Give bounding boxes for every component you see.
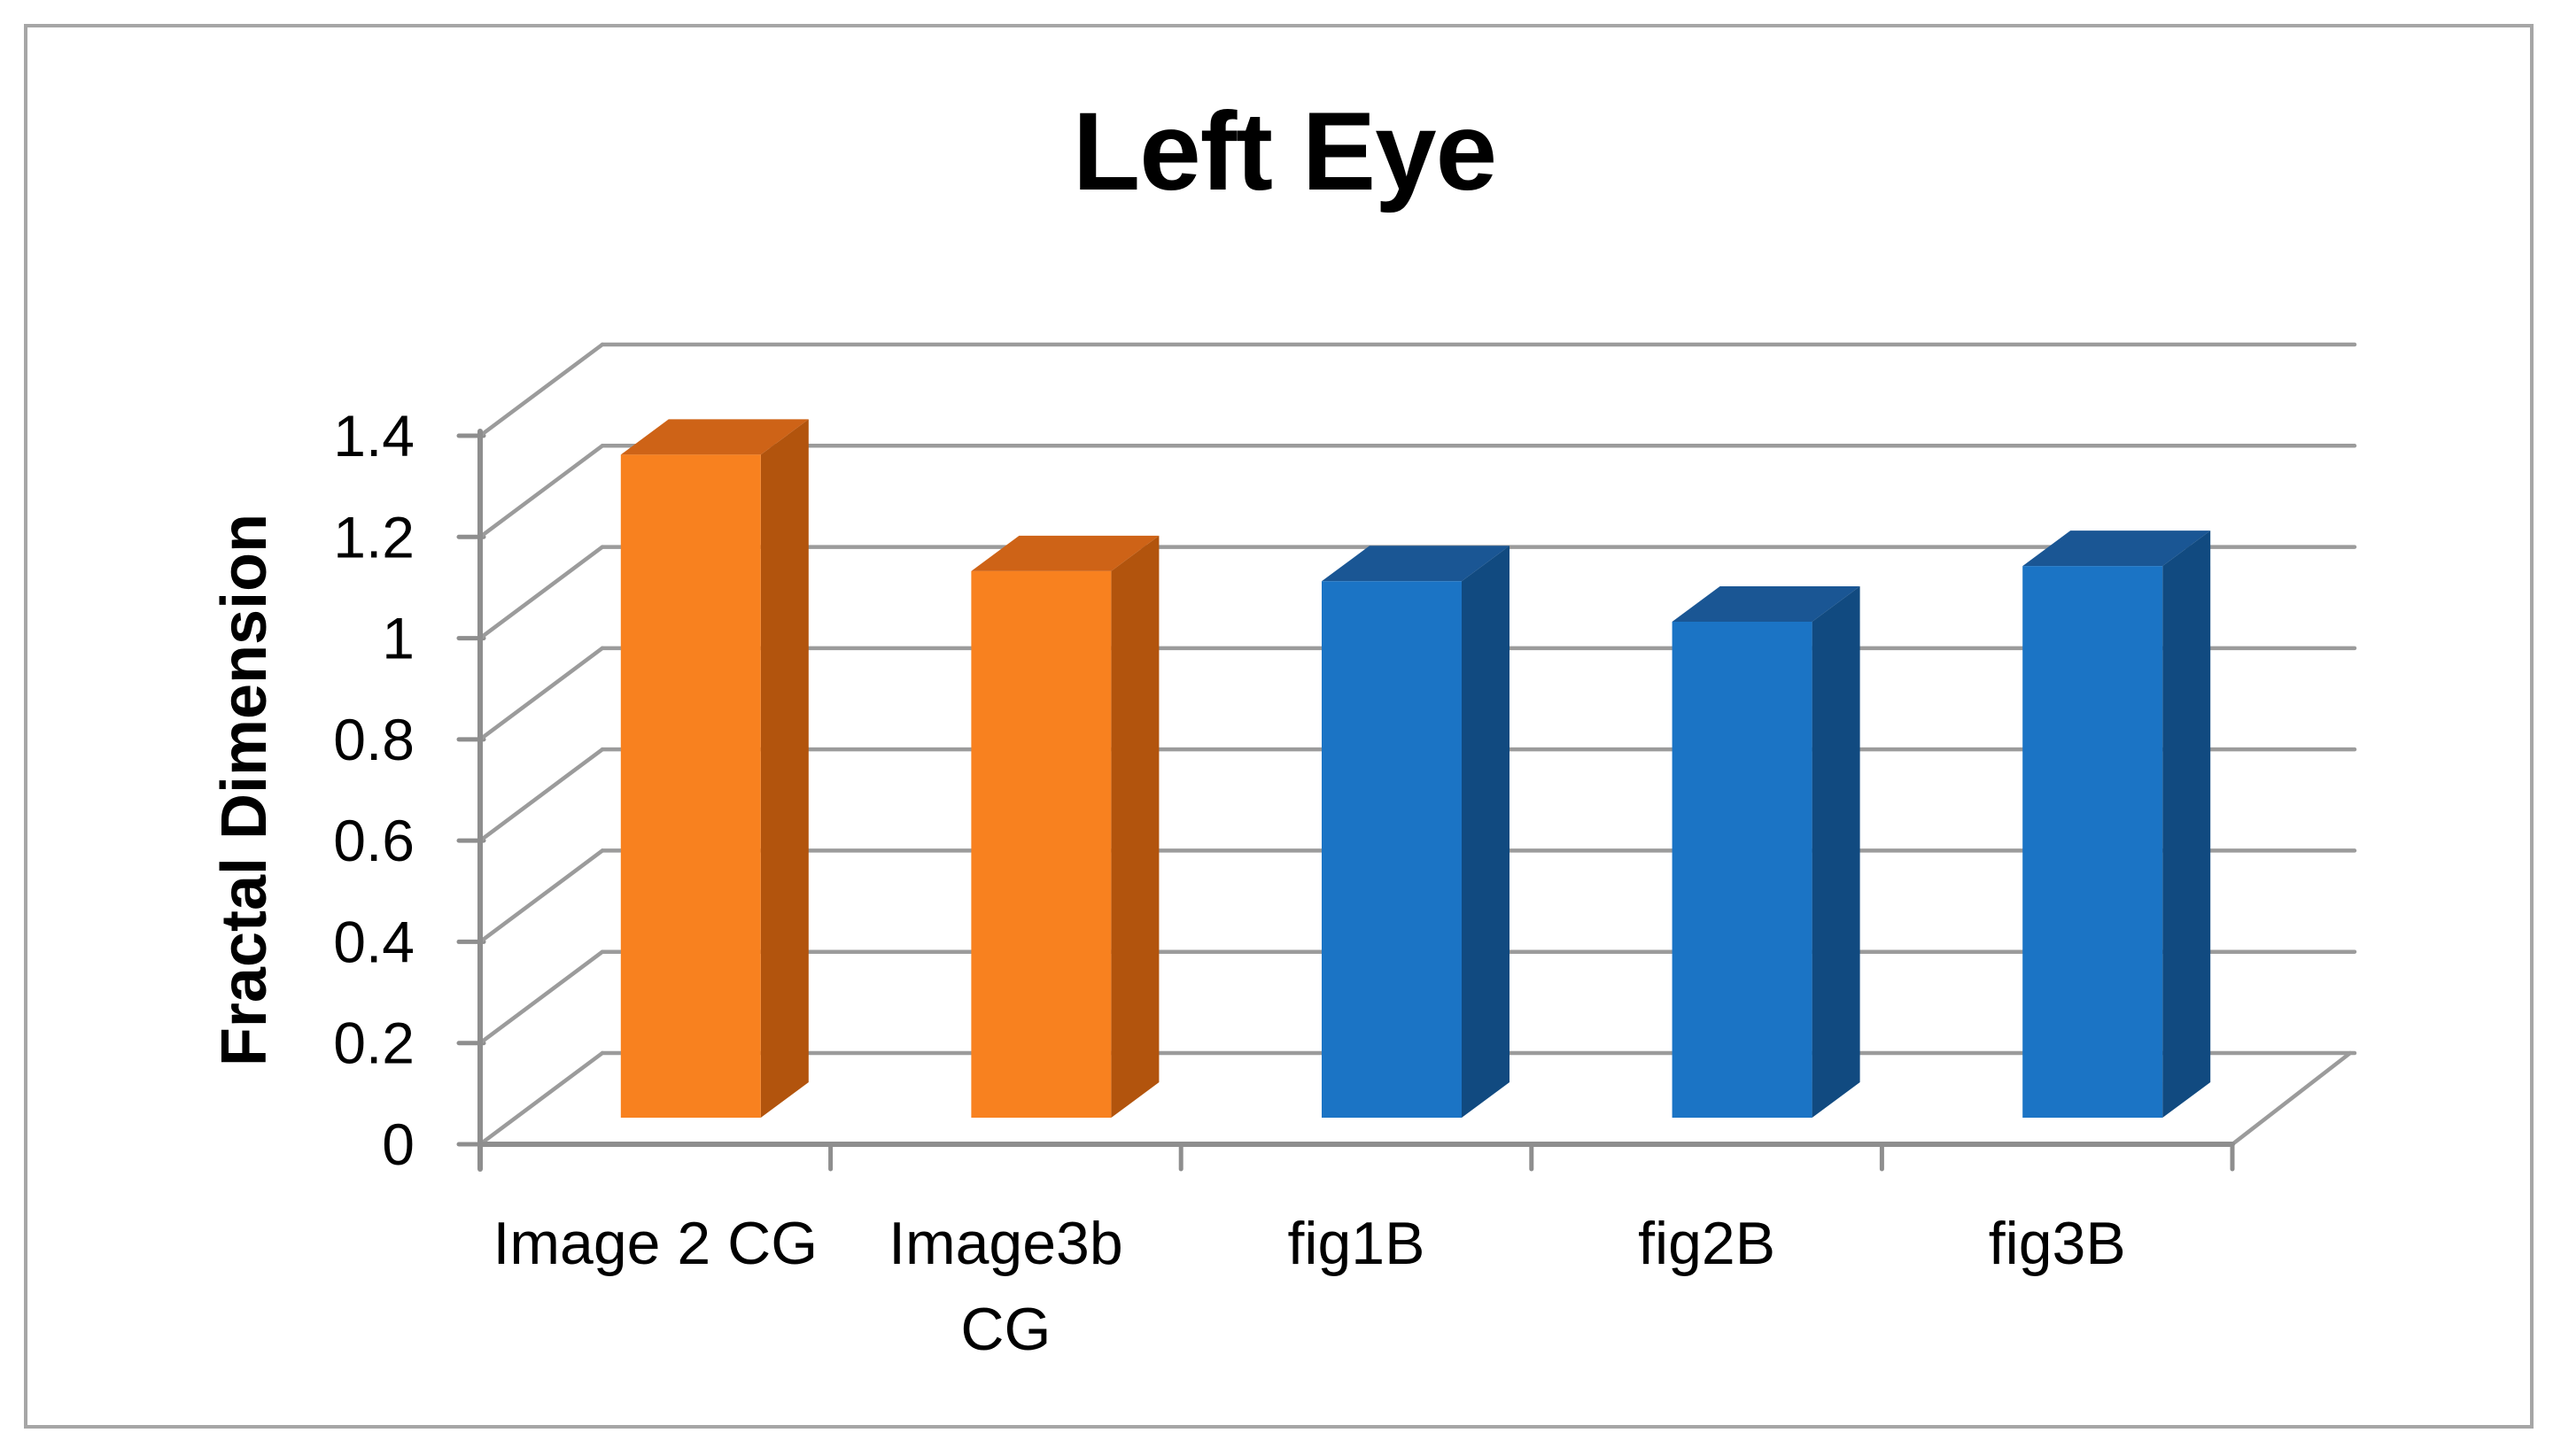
chart-border — [24, 24, 2534, 1429]
gridline-diagonal — [477, 342, 605, 438]
chart-title: Left Eye — [1072, 90, 1497, 213]
y-tick-label: 0.8 — [333, 707, 415, 772]
y-tick-label: 0 — [382, 1111, 415, 1177]
y-tick-label: 1 — [382, 606, 415, 671]
bar — [2022, 566, 2163, 1118]
bar — [620, 454, 761, 1118]
gridline-diagonal — [477, 444, 605, 539]
y-tick-label: 0.6 — [333, 808, 415, 873]
y-tick-label: 0.4 — [333, 909, 415, 974]
bar-side-face — [1462, 546, 1509, 1118]
gridline-diagonal — [477, 1050, 605, 1147]
category-label: Image3b CG — [889, 1210, 1123, 1363]
bar-side-face — [2162, 531, 2211, 1118]
gridline-diagonal — [477, 646, 605, 742]
y-tick-label: 0.2 — [333, 1011, 415, 1076]
category-label: fig3B — [1988, 1210, 2126, 1277]
bar — [1322, 581, 1462, 1118]
gridline-diagonal — [477, 949, 605, 1045]
bar-top-face — [2022, 531, 2211, 567]
category-label: fig1B — [1287, 1210, 1425, 1277]
bar-top-face — [971, 535, 1160, 571]
category-label: Image 2 CG — [493, 1210, 819, 1277]
bar-top-face — [1322, 546, 1509, 582]
bar — [971, 570, 1112, 1118]
bar-side-face — [760, 419, 809, 1118]
bar-top-face — [1672, 585, 1860, 622]
y-tick-label: 1.2 — [333, 504, 415, 569]
bar-side-face — [1111, 535, 1160, 1118]
category-label: fig2B — [1638, 1210, 1776, 1277]
y-tick-label: 1.4 — [333, 403, 415, 469]
bar — [1672, 621, 1812, 1118]
floor-right-edge — [2230, 1050, 2353, 1147]
bar-side-face — [1812, 585, 1860, 1118]
bar-top-face — [620, 419, 809, 455]
gridline-diagonal — [477, 848, 605, 944]
gridline-diagonal — [477, 545, 605, 640]
gridline-diagonal — [477, 747, 605, 843]
